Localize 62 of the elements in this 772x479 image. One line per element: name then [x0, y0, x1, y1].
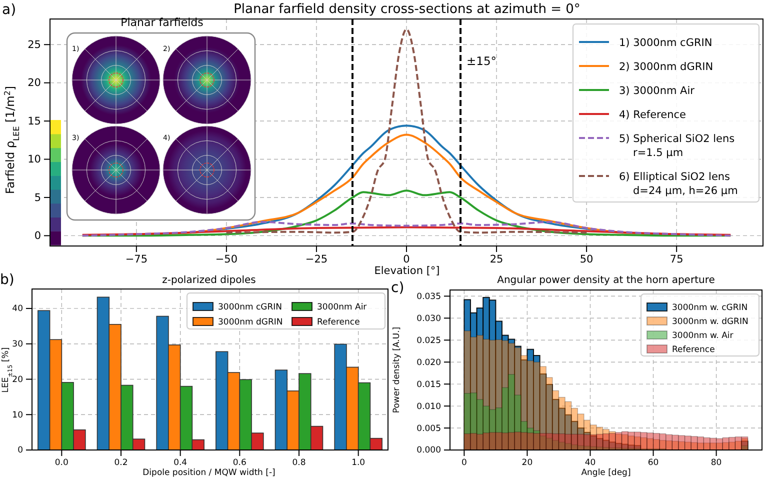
y-tick-label: 0.000: [416, 446, 441, 456]
ref-line-label: ±15°: [466, 54, 497, 68]
x-tick-label: −50: [215, 253, 238, 266]
text: b): [0, 272, 14, 288]
legend-label: 3000nm dGRIN: [218, 318, 283, 328]
legend-label: 1) 3000nm cGRIN: [619, 36, 712, 49]
x-tick-label: 75: [670, 253, 684, 266]
legend-label: 3000nm w. Air: [672, 331, 734, 342]
x-tick-label: 80: [710, 458, 722, 468]
x-tick-label: 0.4: [174, 458, 188, 468]
y-tick-label: 0.010: [416, 402, 441, 412]
legend-label: 3000nm w. dGRIN: [672, 317, 748, 328]
legend-label: 3000nm w. cGRIN: [672, 303, 748, 314]
y-tick-label: 0.015: [416, 380, 441, 390]
y-tick-label: 10: [12, 410, 23, 420]
legend-label: Reference: [317, 318, 360, 328]
y-tick-label: 0.005: [416, 424, 441, 434]
chart-title: Angular power density at the horn aperture: [497, 275, 715, 286]
legend-label: 2) 3000nm dGRIN: [619, 60, 714, 73]
y-tick-label: 25: [28, 38, 41, 51]
y-tick-label: 5: [34, 192, 41, 204]
x-axis-title: Angle [deg]: [581, 468, 631, 478]
x-tick-label: 20: [522, 458, 533, 468]
legend-label: 4) Reference: [619, 108, 686, 121]
x-axis-title: Elevation [°]: [374, 265, 440, 277]
y-tick-label: 0.025: [416, 336, 441, 346]
chart-title: Planar farfield density cross-sections at azimuth = 0°: [234, 2, 580, 17]
text: a): [2, 2, 16, 18]
x-tick-label: −75: [125, 253, 148, 266]
y-tick-label: 0: [18, 446, 23, 456]
legend-label: 3) 3000nm Air: [619, 84, 696, 97]
y-tick-label: 0.030: [416, 314, 441, 324]
x-tick-label: 40: [584, 458, 596, 468]
x-tick-label: 50: [580, 253, 594, 266]
x-tick-label: 0.6: [232, 458, 246, 468]
y-tick-label: 0.035: [416, 292, 441, 302]
y-tick-label: 0: [34, 230, 41, 242]
y-tick-label: 0.020: [416, 358, 441, 368]
x-tick-label: 60: [648, 458, 659, 468]
y-tick-label: 30: [12, 340, 23, 350]
y-tick-label: 10: [28, 154, 41, 166]
y-tick-label: 20: [28, 77, 41, 90]
y-tick-label: 20: [12, 374, 23, 385]
chart-title: z-polarized dipoles: [162, 275, 256, 286]
x-tick-label: 0: [461, 458, 467, 468]
legend-label: Reference: [672, 345, 715, 356]
y-tick-label: 15: [28, 115, 41, 128]
y-axis-title: Power density [A.U.]: [392, 326, 402, 414]
legend-label: 5) Spherical SiO2 lens r=1.5 μm: [619, 132, 735, 159]
x-tick-label: 0.2: [114, 458, 128, 468]
legend-label: 3000nm Air: [317, 302, 368, 313]
y-tick-label: 40: [12, 304, 23, 314]
legend-label: 6) Elliptical SiO2 lens d=24 μm, h=26 μm: [619, 170, 738, 197]
legend-label: 3000nm cGRIN: [218, 302, 282, 313]
x-tick-label: 0.8: [292, 458, 306, 468]
x-tick-label: 0: [403, 253, 410, 266]
x-axis-title: Dipole position / MQW width [-]: [142, 468, 276, 478]
x-tick-label: −25: [305, 253, 328, 266]
text: c): [391, 280, 404, 296]
x-tick-label: 0.0: [54, 458, 68, 468]
x-tick-label: 1.0: [352, 458, 366, 468]
x-tick-label: 25: [490, 253, 504, 266]
